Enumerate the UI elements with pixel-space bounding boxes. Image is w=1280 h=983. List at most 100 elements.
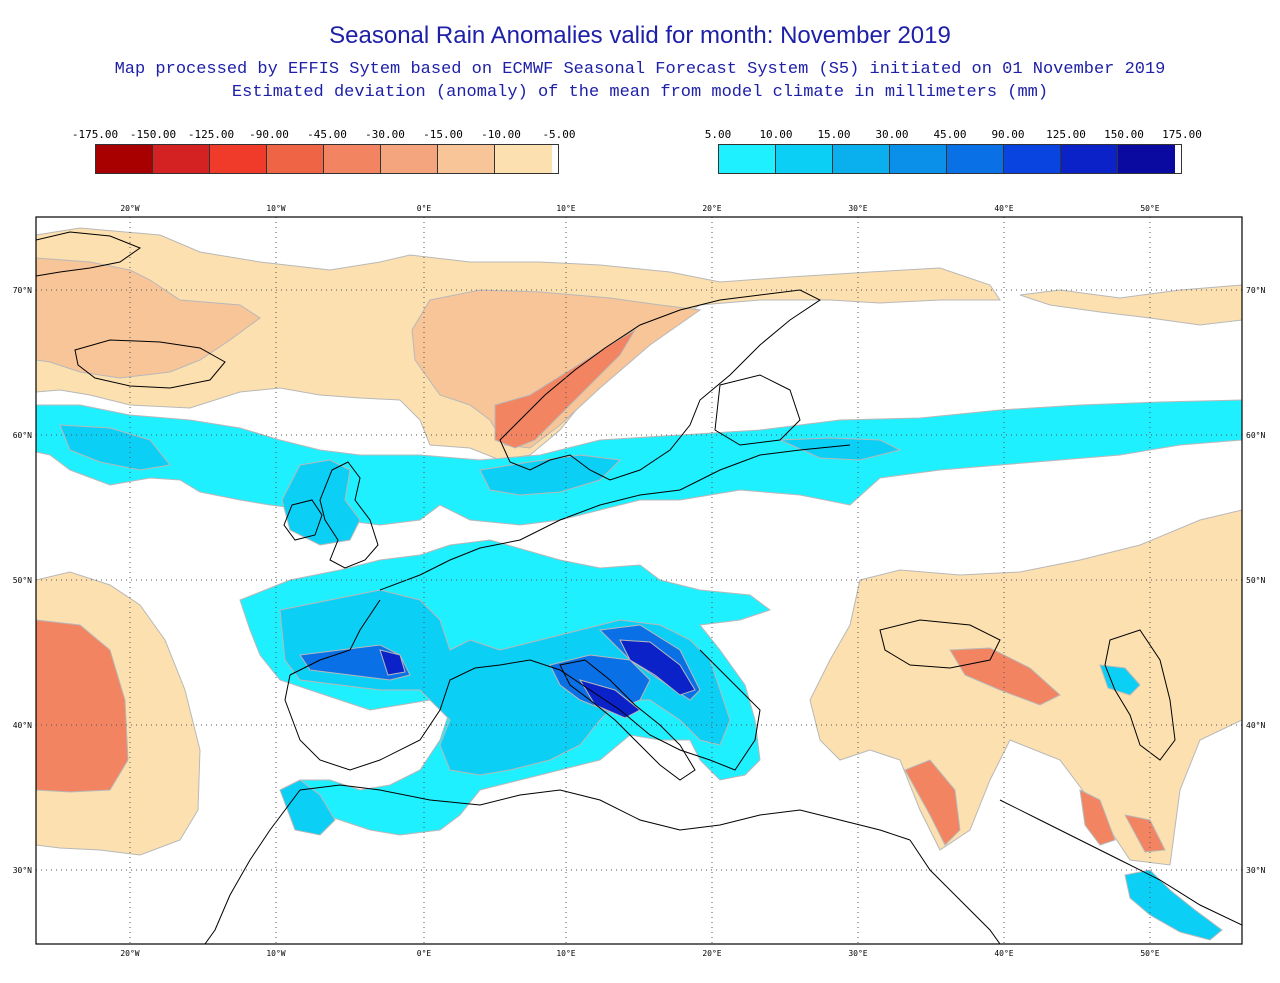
wet-anomaly-north-africa — [279, 779, 336, 836]
legend-swatch — [438, 145, 495, 173]
legend-label: -5.00 — [542, 128, 576, 141]
map-canvas — [36, 217, 1242, 944]
coast-north-africa — [299, 784, 911, 841]
legend-label: 45.00 — [933, 128, 967, 141]
coast-caspian-sea — [1104, 629, 1176, 761]
lon-tick-label-bottom: 50°E — [1140, 949, 1159, 958]
lon-tick-label-top: 10°E — [556, 204, 575, 213]
legend-negative-anomaly: -175.00 -150.00 -125.00 -90.00 -45.00 -30.00 -… — [72, 128, 576, 174]
dry-anomaly-norway-core — [494, 329, 636, 449]
wet-anomaly-fields — [36, 399, 1242, 941]
lon-tick-label-bottom: 20°W — [120, 949, 139, 958]
legend-swatch — [1118, 145, 1175, 173]
legend-swatch — [267, 145, 324, 173]
lon-tick-label-top: 20°W — [120, 204, 139, 213]
legend-negative-labels: -175.00 -150.00 -125.00 -90.00 -45.00 -30.00 -… — [72, 128, 576, 144]
legend-label: -175.00 — [71, 128, 119, 141]
map-title: Seasonal Rain Anomalies valid for month:… — [329, 22, 951, 49]
lat-tick-label-right: 60°N — [1246, 431, 1265, 440]
legend-swatch — [947, 145, 1004, 173]
legend-label: -15.00 — [423, 128, 463, 141]
lat-tick-label-right: 70°N — [1246, 286, 1265, 295]
legend-negative-swatches — [95, 144, 559, 174]
wet-anomaly-mediterranean-core — [379, 639, 696, 719]
legend-swatch — [210, 145, 267, 173]
legend-swatch — [495, 145, 552, 173]
lat-tick-label-left: 30°N — [13, 866, 32, 875]
legend-swatch — [833, 145, 890, 173]
legend-positive-anomaly: 5.00 10.00 15.00 30.00 45.00 90.00 125.00 150.0… — [705, 128, 1202, 174]
lat-tick-label-right: 50°N — [1246, 576, 1265, 585]
legend-swatch — [96, 145, 153, 173]
coast-iceland — [74, 339, 226, 389]
coast-great-britain — [319, 461, 379, 569]
legend-label: 175.00 — [1162, 128, 1202, 141]
graticule — [36, 217, 1242, 944]
wet-anomaly-caspian — [1099, 664, 1141, 696]
wet-anomaly-northern-band-strong — [59, 424, 902, 496]
legend-label: -125.00 — [187, 128, 235, 141]
lat-tick-label-left: 40°N — [13, 721, 32, 730]
coastlines — [36, 231, 1242, 944]
legend-label: -90.00 — [249, 128, 289, 141]
legend-swatch — [719, 145, 776, 173]
lon-tick-label-bottom: 30°E — [848, 949, 867, 958]
lon-tick-label-bottom: 40°E — [994, 949, 1013, 958]
lat-tick-label-left: 50°N — [13, 576, 32, 585]
coast-arabia — [909, 799, 1242, 944]
wet-anomaly-red-sea — [1124, 869, 1223, 941]
legend-label: 5.00 — [704, 128, 732, 141]
map-subtitle-units: Estimated deviation (anomaly) of the mea… — [231, 83, 1049, 102]
dry-anomaly-arctic-east — [1019, 284, 1242, 326]
legend-swatch — [1061, 145, 1118, 173]
dry-anomaly-atlantic-west-strong — [36, 619, 129, 793]
legend-label: 15.00 — [817, 128, 851, 141]
lon-tick-label-top: 50°E — [1140, 204, 1159, 213]
lat-tick-label-right: 40°N — [1246, 721, 1265, 730]
coast-greenland — [36, 231, 142, 277]
lon-tick-label-top: 20°E — [702, 204, 721, 213]
axis-labels: 20°W 20°W 10°W 10°W 0°E 0°E 10°E 10°E 20°E 20°E 30… — [13, 204, 1266, 958]
lat-tick-label-left: 70°N — [13, 286, 32, 295]
legend-positive-labels: 5.00 10.00 15.00 30.00 45.00 90.00 125.00 150.0… — [705, 128, 1202, 144]
lat-tick-label-left: 60°N — [13, 431, 32, 440]
dry-anomaly-eastern-europe-strong — [904, 647, 1166, 853]
legend-swatch — [1004, 145, 1061, 173]
legend-positive-swatches — [718, 144, 1182, 174]
map-frame — [35, 216, 1243, 945]
lon-tick-label-top: 0°E — [417, 204, 432, 213]
legend-label: -45.00 — [307, 128, 347, 141]
coast-black-sea — [879, 619, 1001, 669]
lon-tick-label-bottom: 10°E — [556, 949, 575, 958]
coast-west-africa — [204, 789, 301, 944]
legend-swatch — [324, 145, 381, 173]
lon-tick-label-bottom: 10°W — [266, 949, 285, 958]
coast-italy — [559, 659, 696, 781]
lat-tick-label-right: 30°N — [1246, 866, 1265, 875]
legend-swatch — [381, 145, 438, 173]
legend-swatch — [776, 145, 833, 173]
coast-finland — [714, 374, 801, 446]
coast-mainland-europe — [284, 444, 851, 771]
map-subtitle-source: Map processed by EFFIS Sytem based on EC… — [114, 60, 1166, 79]
lon-tick-label-top: 40°E — [994, 204, 1013, 213]
legend-label: 125.00 — [1046, 128, 1086, 141]
legend-label: 10.00 — [759, 128, 793, 141]
legend-label: -10.00 — [481, 128, 521, 141]
coast-scandinavia — [499, 289, 821, 481]
legend-swatch — [890, 145, 947, 173]
dry-anomaly-fields — [36, 227, 1242, 866]
lon-tick-label-top: 10°W — [266, 204, 285, 213]
lon-tick-label-bottom: 20°E — [702, 949, 721, 958]
legend-label: 30.00 — [875, 128, 909, 141]
legend-label: -30.00 — [365, 128, 405, 141]
lon-tick-label-bottom: 0°E — [417, 949, 432, 958]
lon-tick-label-top: 30°E — [848, 204, 867, 213]
legend-label: 90.00 — [991, 128, 1025, 141]
coast-ireland — [283, 499, 323, 541]
wet-anomaly-northern-band — [36, 399, 1242, 526]
legend-label: -150.00 — [129, 128, 177, 141]
legend-swatch — [153, 145, 210, 173]
legend-label: 150.00 — [1104, 128, 1144, 141]
